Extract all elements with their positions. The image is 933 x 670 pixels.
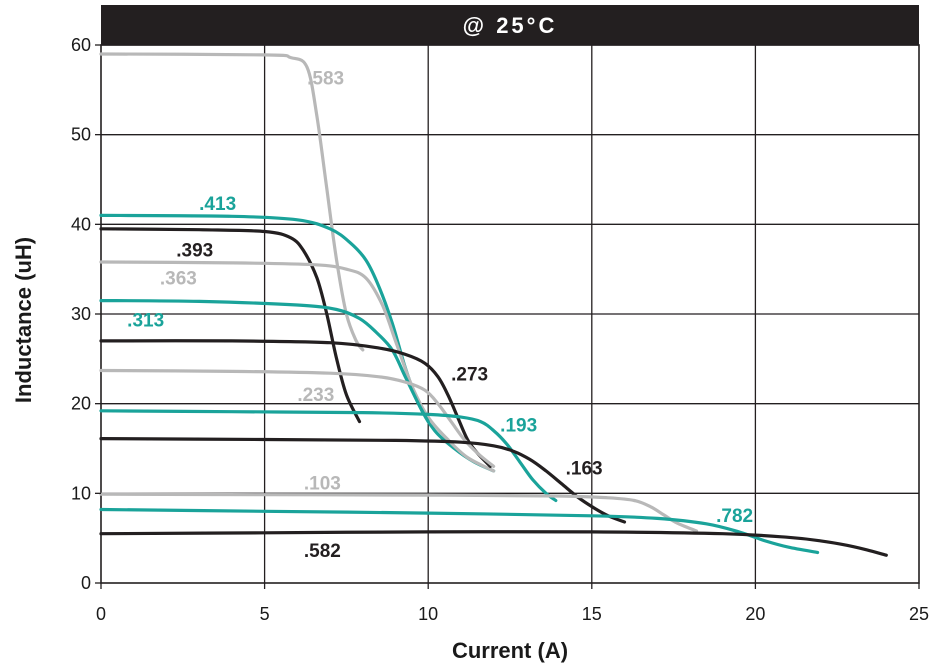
x-axis-title: Current (A) xyxy=(452,638,568,663)
x-tick-label-25: 25 xyxy=(909,604,929,624)
series-label-782: .782 xyxy=(716,506,753,527)
series-line-103 xyxy=(99,492,699,533)
y-tick-label-40: 40 xyxy=(71,214,91,234)
y-tick-label-10: 10 xyxy=(71,483,91,503)
series-label-363: .363 xyxy=(160,268,197,289)
series-label-583: .583 xyxy=(307,68,344,89)
y-tick-label-30: 30 xyxy=(71,304,91,324)
y-axis-title: Inductance (uH) xyxy=(11,237,36,403)
series-label-582: .582 xyxy=(304,541,341,562)
x-tick-label-5: 5 xyxy=(260,604,270,624)
series-label-163: .163 xyxy=(566,459,603,480)
y-tick-label-20: 20 xyxy=(71,394,91,414)
series-line-163 xyxy=(99,437,627,524)
series-line-393 xyxy=(99,227,362,424)
x-tick-label-10: 10 xyxy=(418,604,438,624)
series-label-393: .393 xyxy=(176,241,213,262)
y-tick-label-50: 50 xyxy=(71,125,91,145)
series-label-103: .103 xyxy=(304,474,341,495)
series-line-273 xyxy=(99,339,492,468)
y-tick-label-0: 0 xyxy=(81,573,91,593)
x-tick-label-20: 20 xyxy=(745,604,765,624)
axis-tick-labels: 0 5 10 15 20 25 0 10 20 30 40 50 60 xyxy=(71,35,929,624)
series-labels: .583 .413 .393 .363 .313 .273 .233 .193 .163 .103… xyxy=(127,68,753,562)
series-line-363 xyxy=(99,260,496,473)
series-label-413: .413 xyxy=(199,194,236,215)
series-line-313 xyxy=(99,299,430,424)
y-tick-label-60: 60 xyxy=(71,35,91,55)
series-label-233: .233 xyxy=(297,385,334,406)
title-bar xyxy=(101,5,919,45)
series-line-782 xyxy=(99,507,820,555)
series-line-582 xyxy=(99,530,888,557)
chart-title: @ 25°C xyxy=(463,13,558,38)
series-lines xyxy=(99,52,888,557)
series-label-313: .313 xyxy=(127,311,164,332)
series-line-583 xyxy=(99,52,365,352)
series-line-193 xyxy=(99,409,558,503)
x-tick-label-15: 15 xyxy=(582,604,602,624)
series-line-413 xyxy=(99,213,496,473)
series-label-193: .193 xyxy=(500,415,537,436)
x-tick-label-0: 0 xyxy=(96,604,106,624)
series-label-273: .273 xyxy=(451,364,488,385)
